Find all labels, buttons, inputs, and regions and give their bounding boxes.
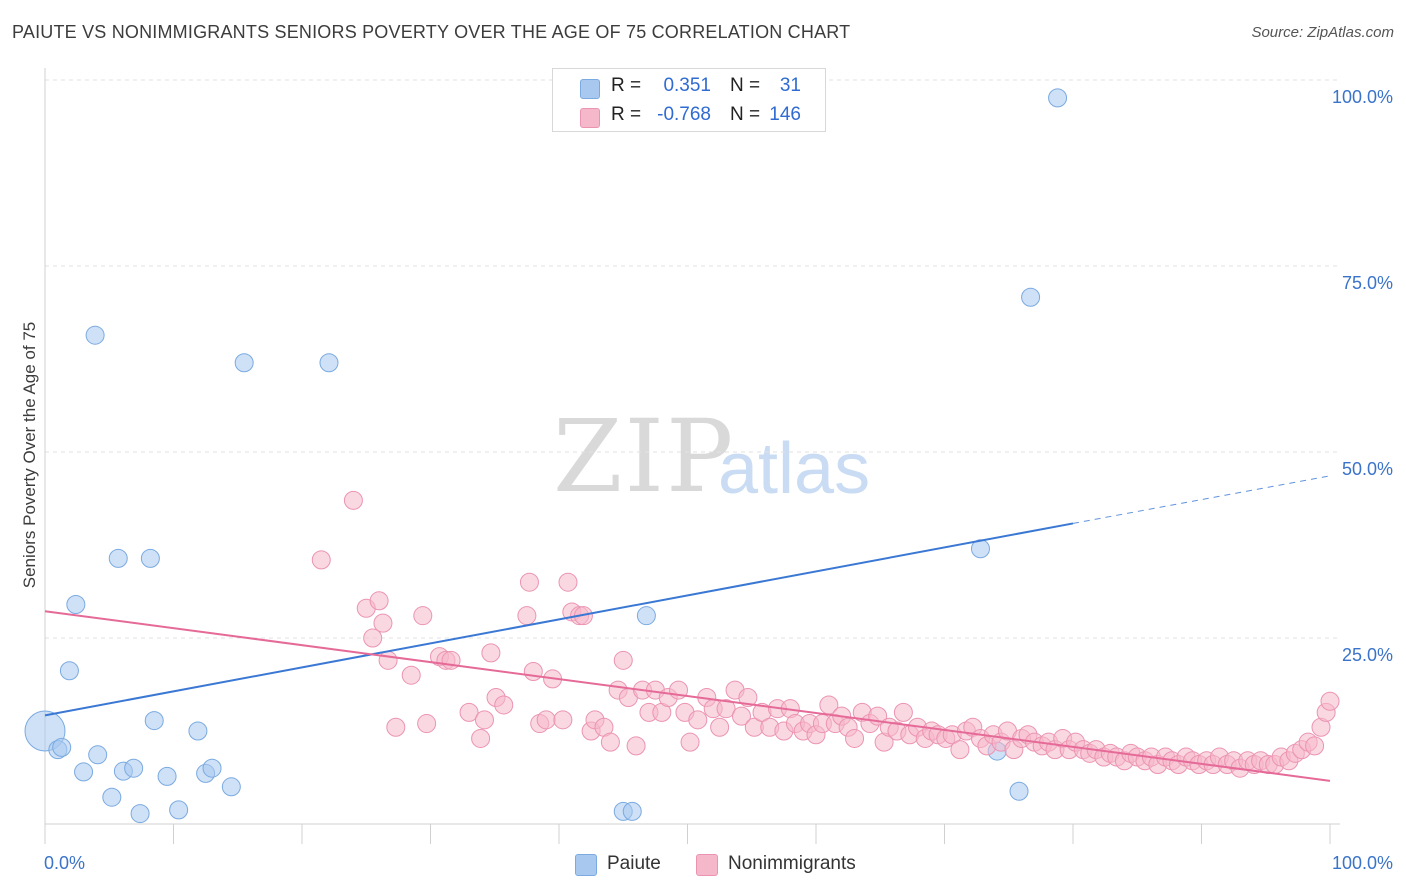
nonimmigrants-point xyxy=(369,591,389,611)
nonimmigrants-point xyxy=(536,710,556,730)
stats-row-nonimmigrants: R = -0.768 N = 146 xyxy=(553,100,825,130)
n-value: 31 xyxy=(779,75,801,96)
stats-row-paiute: R = 0.351 N = 31 xyxy=(553,71,825,101)
nonimmigrants-point xyxy=(519,572,539,592)
nonimmigrants-point xyxy=(413,606,433,626)
nonimmigrants-swatch xyxy=(696,854,718,876)
paiute-trend-line xyxy=(44,522,1074,717)
nonimmigrants-point xyxy=(553,710,573,730)
nonimmigrants-point xyxy=(417,714,437,734)
nonimmigrants-point xyxy=(378,650,398,670)
nonimmigrants-point xyxy=(523,661,543,681)
paiute-point xyxy=(221,777,241,797)
paiute-point xyxy=(59,661,79,681)
x-tick-label: 0.0% xyxy=(44,853,85,873)
r-value: 0.351 xyxy=(663,75,711,96)
r-label: R = xyxy=(611,75,642,96)
nonimmigrants-point xyxy=(950,740,970,760)
nonimmigrants-point xyxy=(1320,691,1340,711)
paiute-point xyxy=(188,721,208,741)
paiute-point xyxy=(234,353,254,373)
paiute-point xyxy=(169,800,189,820)
nonimmigrants-trend-line xyxy=(44,610,1331,782)
nonimmigrants-point xyxy=(494,695,514,715)
nonimmigrants-point xyxy=(343,490,363,510)
nonimmigrants-swatch xyxy=(580,108,600,128)
nonimmigrants-point xyxy=(731,706,751,726)
nonimmigrants-point xyxy=(459,702,479,722)
legend-label: Nonimmigrants xyxy=(728,853,856,874)
paiute-swatch xyxy=(575,854,597,876)
paiute-point xyxy=(1009,781,1029,801)
nonimmigrants-point xyxy=(363,628,383,648)
nonimmigrants-point xyxy=(386,717,406,737)
nonimmigrants-point xyxy=(613,650,633,670)
paiute-point xyxy=(130,804,150,824)
nonimmigrants-point xyxy=(600,732,620,752)
nonimmigrants-point xyxy=(626,736,646,756)
nonimmigrants-point xyxy=(738,688,758,708)
legend: Paiute Nonimmigrants xyxy=(0,850,1406,880)
nonimmigrants-point xyxy=(311,550,331,570)
paiute-trend-extension xyxy=(1072,475,1331,524)
r-value: -0.768 xyxy=(657,104,711,125)
paiute-point xyxy=(102,787,122,807)
watermark-zip: ZIP xyxy=(553,398,736,515)
nonimmigrants-point xyxy=(680,732,700,752)
paiute-swatch xyxy=(580,79,600,99)
nonimmigrants-point xyxy=(558,572,578,592)
y-tick-label: 75.0% xyxy=(1342,273,1393,293)
paiute-point xyxy=(74,762,94,782)
paiute-point xyxy=(1048,88,1068,108)
paiute-point xyxy=(140,548,160,568)
nonimmigrants-point xyxy=(373,613,393,633)
paiute-point xyxy=(144,711,164,731)
nonimmigrants-point xyxy=(716,699,736,719)
nonimmigrants-point xyxy=(474,710,494,730)
nonimmigrants-point xyxy=(481,643,501,663)
nonimmigrants-point xyxy=(688,710,708,730)
legend-label: Paiute xyxy=(607,853,661,874)
nonimmigrants-point xyxy=(517,606,537,626)
paiute-point xyxy=(66,595,86,615)
paiute-point xyxy=(636,606,656,626)
paiute-point xyxy=(108,548,128,568)
r-label: R = xyxy=(611,104,642,125)
x-tick-label: 100.0% xyxy=(1332,853,1393,873)
paiute-point xyxy=(88,745,108,765)
paiute-point xyxy=(157,766,177,786)
stats-box: R = 0.351 N = 31 R = -0.768 N = 146 xyxy=(552,68,826,132)
n-value: 146 xyxy=(769,104,801,125)
y-tick-label: 25.0% xyxy=(1342,645,1393,665)
source-credit: Source: ZipAtlas.com xyxy=(1251,24,1394,41)
nonimmigrants-point xyxy=(471,728,491,748)
paiute-point xyxy=(52,737,72,757)
chart-title: PAIUTE VS NONIMMIGRANTS SENIORS POVERTY … xyxy=(12,22,851,42)
watermark-atlas: atlas xyxy=(718,429,871,509)
paiute-point xyxy=(319,353,339,373)
nonimmigrants-point xyxy=(893,702,913,722)
nonimmigrants-point xyxy=(401,665,421,685)
paiute-point xyxy=(1021,287,1041,307)
n-label: N = xyxy=(730,104,761,125)
paiute-point xyxy=(622,801,642,821)
y-tick-label: 100.0% xyxy=(1332,87,1393,107)
n-label: N = xyxy=(730,75,761,96)
paiute-point xyxy=(202,758,222,778)
paiute-point xyxy=(85,325,105,345)
nonimmigrants-point xyxy=(1305,736,1325,756)
y-tick-label: 50.0% xyxy=(1342,459,1393,479)
nonimmigrants-point xyxy=(845,728,865,748)
nonimmigrants-point xyxy=(710,717,730,737)
paiute-point xyxy=(124,758,144,778)
